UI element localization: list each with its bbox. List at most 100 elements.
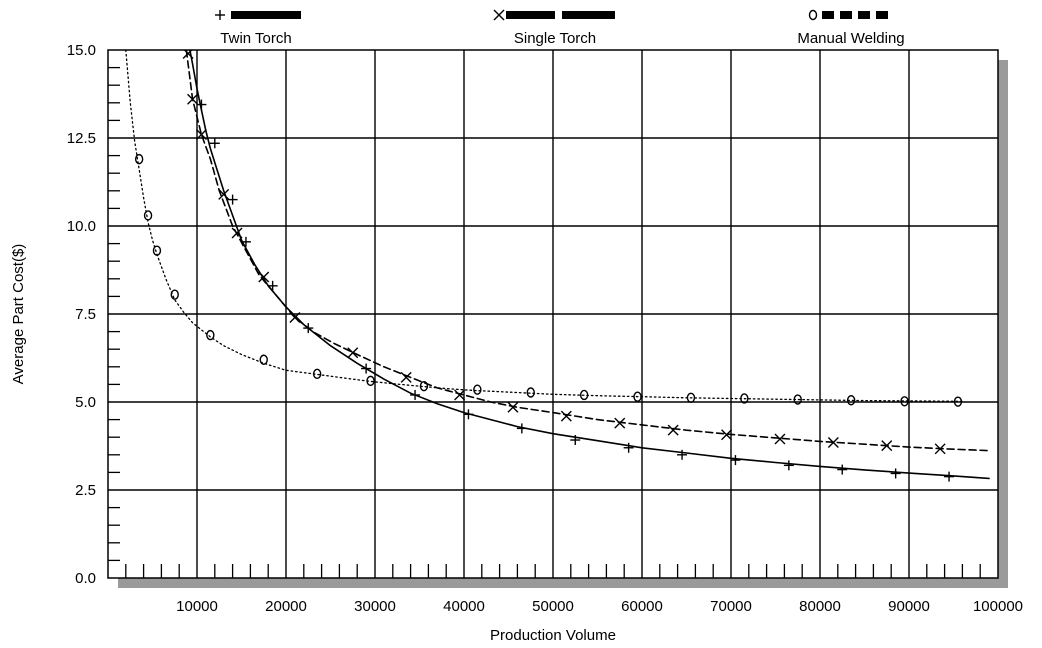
- x-marker-b: [289, 312, 301, 324]
- x-marker-b: [218, 188, 230, 200]
- x-marker: [881, 440, 893, 452]
- legend-swatch: [506, 11, 555, 19]
- x-marker: [289, 312, 301, 324]
- series-line: [189, 50, 990, 480]
- plus-marker: [463, 409, 474, 420]
- x-marker-b: [187, 93, 199, 105]
- x-tick-label: 100000: [973, 598, 1023, 615]
- x-tick-label: 80000: [799, 598, 841, 615]
- legend-swatch: [562, 11, 615, 19]
- y-tick-label: 15.0: [67, 42, 96, 59]
- x-marker-b: [667, 424, 679, 436]
- x-marker-b: [182, 50, 193, 60]
- x-marker: [667, 424, 679, 436]
- circle-marker: [579, 389, 589, 401]
- grid: [108, 50, 998, 578]
- x-marker-b: [493, 9, 505, 21]
- x-marker-b: [400, 371, 412, 383]
- x-tick-label: 20000: [265, 598, 307, 615]
- x-marker: [347, 347, 359, 359]
- x-tick-labels: 10000 20000 30000 40000 50000 60000 70000 80000…: [176, 598, 1023, 615]
- x-marker: [258, 271, 270, 283]
- y-tick-label: 0.0: [75, 570, 96, 587]
- x-marker-b: [881, 440, 893, 452]
- legend-label: Twin Torch: [220, 30, 291, 47]
- x-marker: [827, 436, 839, 448]
- circle-marker: [793, 394, 802, 405]
- series-line: [185, 50, 990, 452]
- circle-marker: [259, 354, 268, 365]
- plus-marker: [209, 138, 220, 149]
- x-marker: [560, 410, 572, 422]
- y-tick-label: 2.5: [75, 482, 96, 499]
- x-marker-b: [347, 347, 359, 359]
- x-marker: [774, 433, 786, 445]
- x-marker-b: [560, 410, 572, 422]
- x-marker: [934, 443, 946, 455]
- x-marker: [454, 389, 466, 401]
- legend-label: Manual Welding: [797, 30, 904, 47]
- plus-marker: [570, 435, 581, 446]
- series-twin-torch: [189, 50, 990, 482]
- x-marker: [507, 401, 519, 413]
- circle-marker: [170, 289, 179, 300]
- legend-swatch: [822, 11, 834, 19]
- circle-marker: [134, 153, 144, 165]
- x-tick-label: 50000: [532, 598, 574, 615]
- plus-marker: [196, 99, 207, 110]
- legend-swatch: [231, 11, 301, 19]
- circle-marker: [808, 9, 818, 21]
- series-manual-welding: [125, 50, 964, 407]
- legend-swatch: [876, 11, 888, 19]
- circle-marker: [900, 396, 909, 407]
- x-marker-b: [614, 417, 626, 429]
- x-marker-b: [774, 433, 786, 445]
- x-marker: [493, 9, 505, 21]
- legend-swatch: [858, 11, 870, 19]
- plus-marker: [890, 468, 901, 479]
- x-marker: [182, 50, 194, 60]
- y-tick-label: 12.5: [67, 130, 96, 147]
- y-tick-label: 5.0: [75, 394, 96, 411]
- y-tick-label: 7.5: [75, 306, 96, 323]
- plus-marker: [361, 363, 372, 374]
- y-tick-label: 10.0: [67, 218, 96, 235]
- circle-marker: [152, 245, 162, 256]
- x-marker-b: [195, 128, 207, 140]
- plus-marker: [783, 460, 794, 471]
- x-marker-b: [454, 389, 466, 401]
- plus-marker: [227, 194, 238, 205]
- x-axis-title: Production Volume: [490, 627, 616, 644]
- plus-marker: [410, 389, 421, 400]
- plus-marker: [267, 280, 278, 291]
- x-tick-label: 40000: [443, 598, 485, 615]
- circle-marker: [206, 329, 215, 341]
- x-tick-label: 10000: [176, 598, 218, 615]
- x-marker: [400, 371, 412, 383]
- legend: Twin Torch Single Torch Manual Welding: [215, 9, 905, 47]
- x-tick-label: 30000: [354, 598, 396, 615]
- circle-marker: [526, 387, 535, 398]
- x-marker-b: [827, 436, 839, 448]
- plus-marker: [944, 471, 955, 482]
- y-axis-title: Average Part Cost($): [10, 244, 27, 385]
- x-marker: [614, 417, 626, 429]
- legend-label: Single Torch: [514, 30, 596, 47]
- x-tick-label: 70000: [710, 598, 752, 615]
- series-line: [125, 50, 964, 402]
- circle-marker: [312, 368, 322, 380]
- x-tick-label: 90000: [888, 598, 930, 615]
- circle-marker: [740, 393, 749, 404]
- minor-ticks: [108, 66, 981, 578]
- plus-marker: [240, 236, 251, 247]
- x-marker-b: [934, 443, 946, 455]
- x-marker-b: [507, 401, 519, 413]
- circle-marker: [846, 395, 856, 406]
- plus-marker: [730, 455, 741, 466]
- circle-marker: [419, 380, 429, 392]
- legend-swatch: [840, 11, 852, 19]
- y-tick-labels: 0.0 2.5 5.0 7.5 10.0 12.5 15.0: [67, 42, 96, 587]
- x-marker: [218, 188, 230, 200]
- circle-marker: [633, 391, 642, 402]
